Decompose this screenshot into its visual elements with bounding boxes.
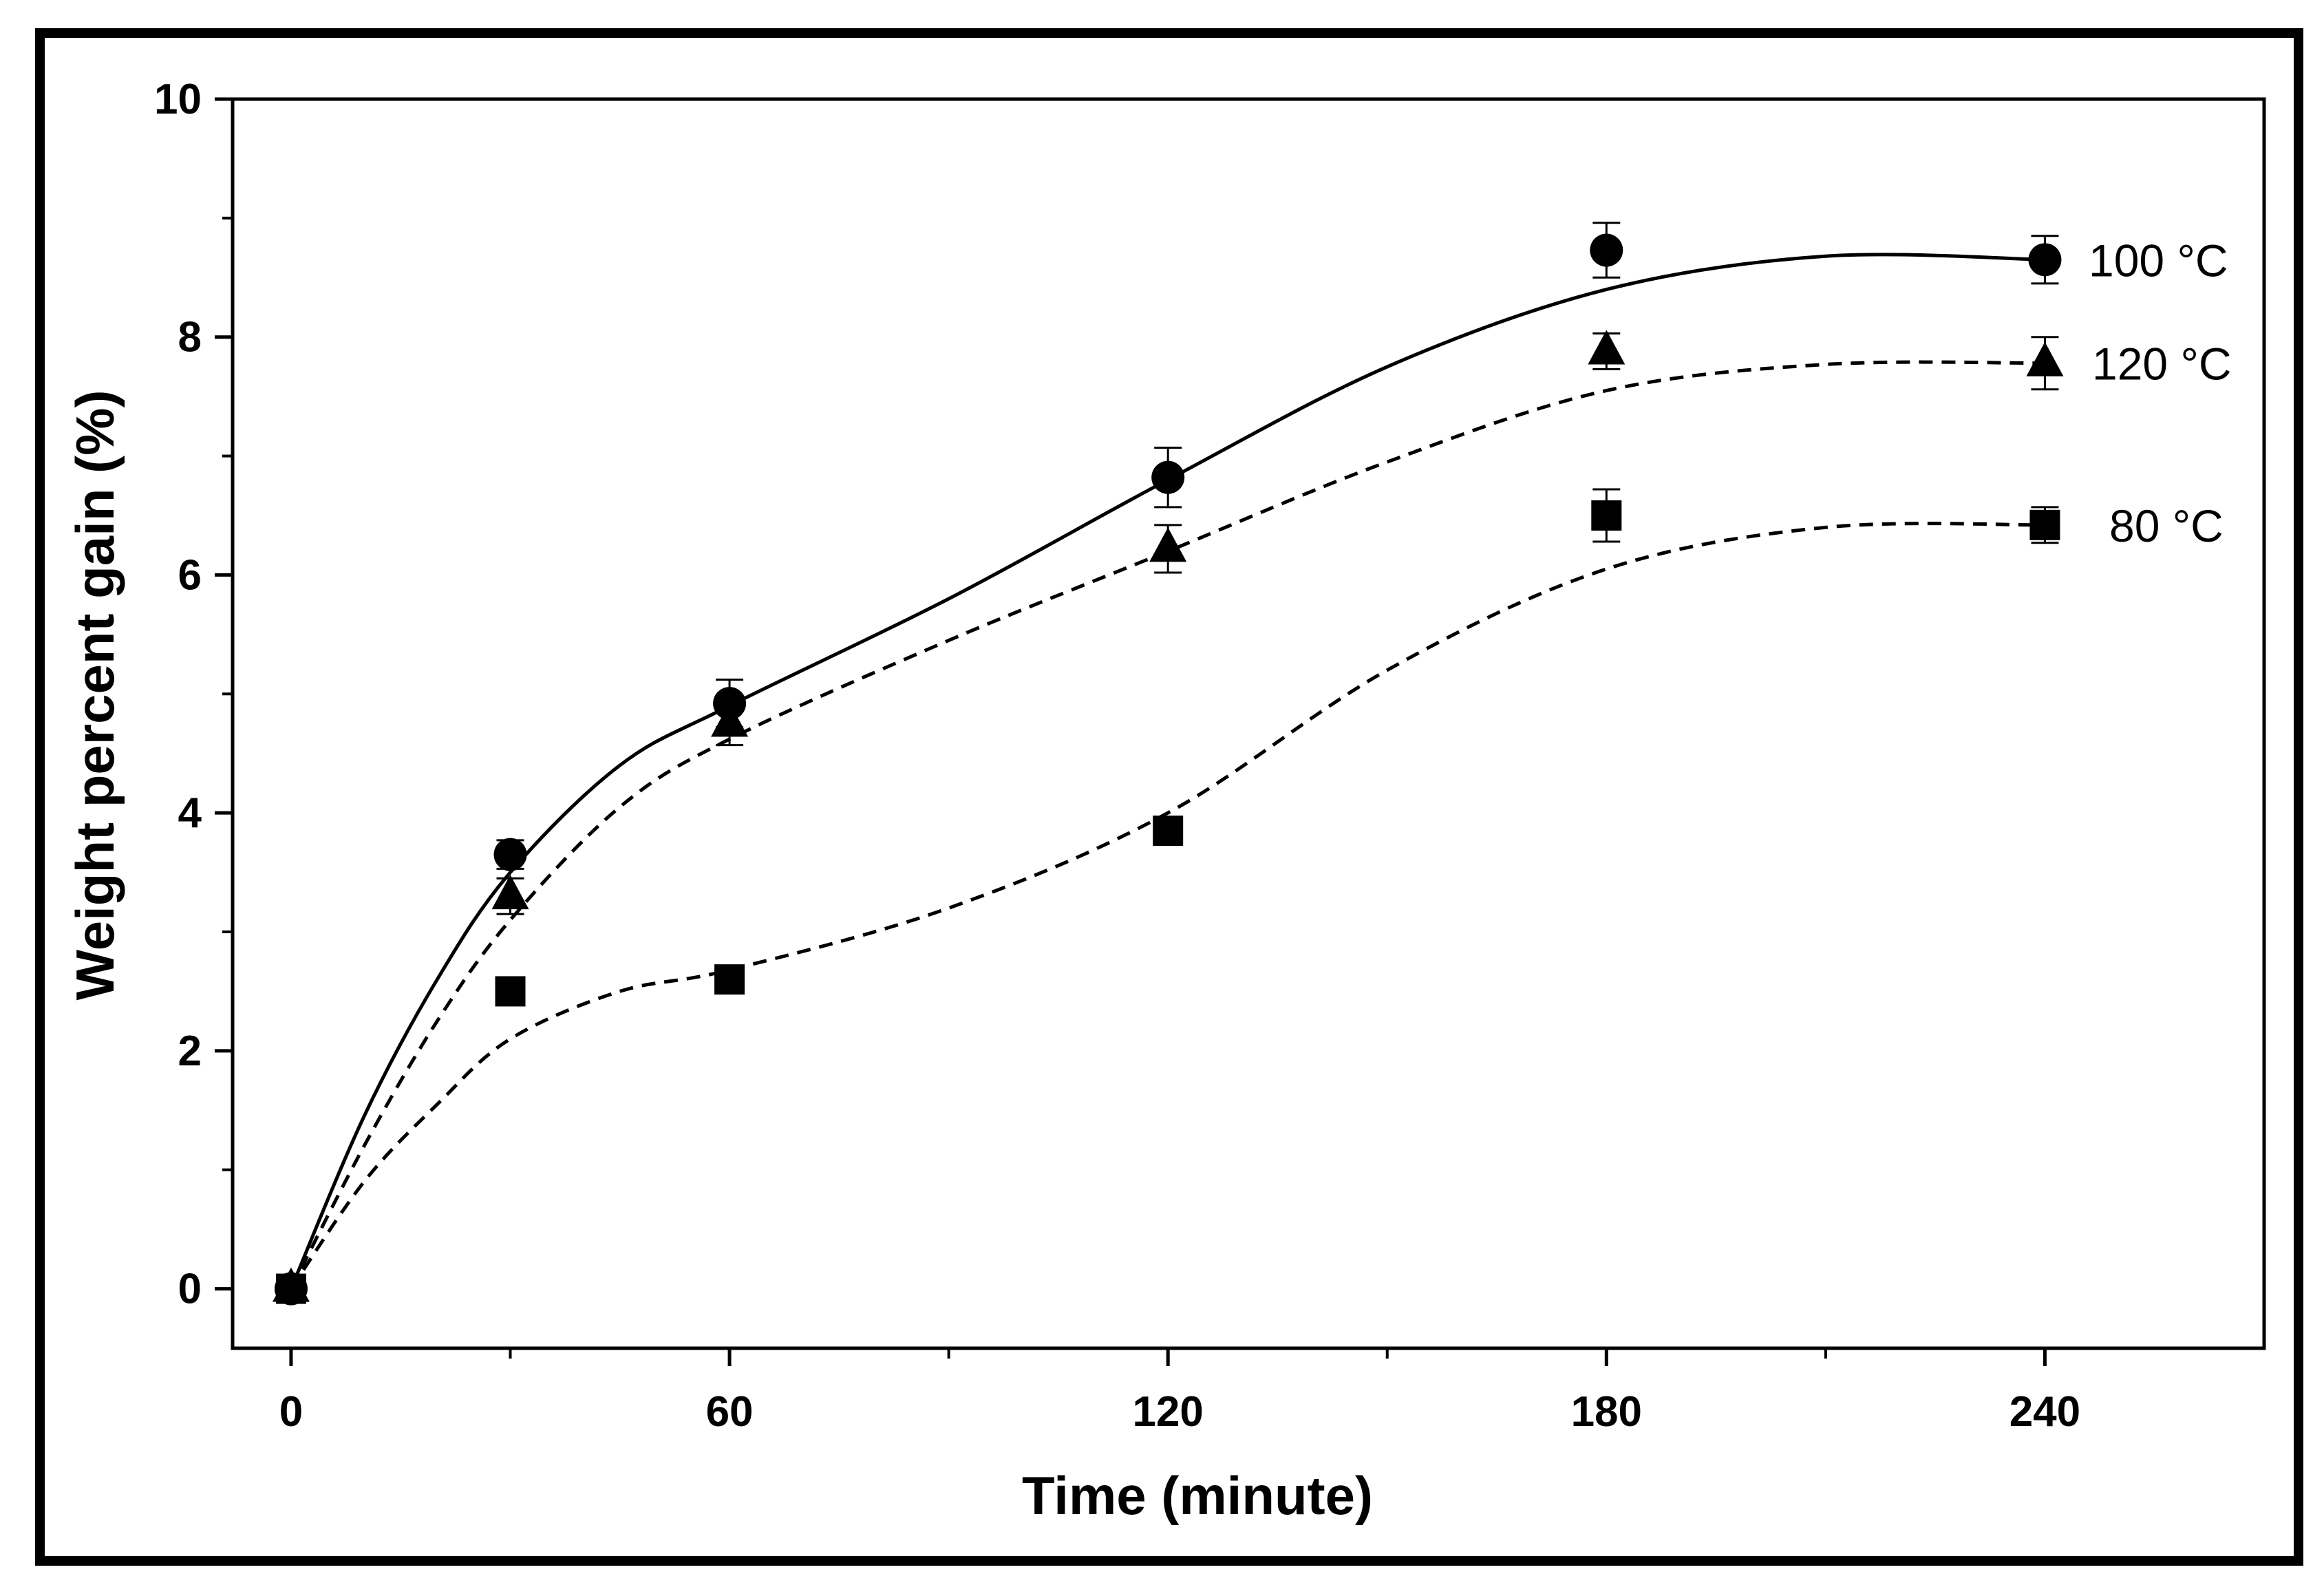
y-tick-label: 6 [178, 551, 202, 599]
data-point-circle [1590, 233, 1623, 267]
y-axis-title: Weight percent gain (%) [65, 390, 125, 1001]
data-point-triangle [491, 875, 529, 910]
y-tick-label: 2 [178, 1028, 202, 1075]
data-point-circle [493, 838, 527, 871]
series-label: 100 °C [2089, 235, 2228, 286]
series-labels: 100 °C 120 °C 80 °C [2089, 235, 2232, 551]
y-tick-label: 0 [178, 1266, 202, 1313]
data-point-circle [1151, 460, 1185, 494]
series-label: 80 °C [2109, 500, 2224, 551]
data-point-circle [2028, 243, 2062, 277]
y-tick-label: 4 [178, 789, 202, 837]
data-point-square [275, 1273, 306, 1304]
data-point-square [1153, 816, 1184, 847]
data-point-square [1591, 500, 1622, 531]
data-point-square [2029, 509, 2060, 540]
x-tick-label: 120 [1132, 1388, 1203, 1436]
x-tick-label: 240 [2009, 1388, 2080, 1436]
fit-line [289, 360, 2045, 1290]
data-point-triangle [1149, 527, 1187, 562]
x-tick-label: 0 [279, 1388, 303, 1436]
data-point-triangle [2026, 341, 2064, 376]
fit-line [289, 253, 2045, 1290]
data-points [272, 222, 2064, 1306]
data-point-triangle [711, 702, 749, 737]
x-tick-label: 180 [1571, 1388, 1642, 1436]
data-point-square [714, 964, 745, 995]
x-axis: 0 60 120 180 240 [279, 1348, 2080, 1436]
fit-lines [289, 253, 2045, 1290]
y-axis: 0 2 4 6 8 10 [154, 76, 233, 1313]
x-axis-title: Time (minute) [1022, 1465, 1373, 1526]
series-label: 120 °C [2092, 339, 2232, 390]
y-tick-label: 10 [154, 76, 202, 123]
data-point-square [495, 976, 526, 1007]
chart-outer-frame [35, 28, 2303, 1566]
fit-line [289, 522, 2045, 1290]
y-tick-label: 8 [178, 314, 202, 361]
x-tick-label: 60 [706, 1388, 754, 1436]
data-point-triangle [1588, 330, 1625, 365]
plot-frame [231, 97, 2266, 1350]
plot-area [231, 97, 2266, 1350]
